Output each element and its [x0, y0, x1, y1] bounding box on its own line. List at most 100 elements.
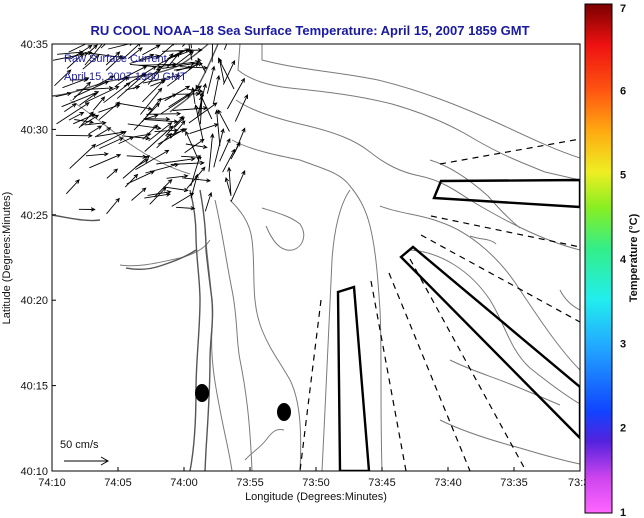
current-vector-arrow-icon [106, 197, 120, 215]
current-vector-arrow-icon [92, 96, 106, 111]
current-vector-arrow-icon [122, 44, 141, 60]
current-vector-arrow-icon [179, 65, 209, 70]
current-vector-arrow-icon [127, 123, 162, 131]
colorbar-tick-label: 7 [620, 3, 626, 15]
colorbar-ticks: 1 2 3 4 5 6 7 [620, 3, 627, 518]
current-vector-arrow-icon [154, 128, 179, 133]
current-vector-arrow-icon [88, 125, 103, 135]
current-vector-arrow-icon [185, 130, 200, 162]
current-vector-arrow-icon [69, 143, 97, 169]
current-vector-arrow-icon [147, 190, 172, 196]
current-vector-arrow-icon [143, 116, 171, 122]
current-vector-arrow-icon [166, 174, 189, 179]
station-marker [277, 403, 291, 421]
y-tick-label: 40:20 [20, 295, 48, 307]
colorbar-tick-label: 2 [620, 423, 626, 435]
current-vector-arrow-icon [84, 86, 120, 103]
x-tick-label: 73:40 [434, 477, 462, 489]
current-vector-arrow-icon [126, 154, 148, 159]
current-vector-arrow-icon [69, 77, 89, 82]
current-vector-arrow-icon [234, 94, 248, 122]
current-vector-arrow-icon [176, 206, 196, 211]
current-vector-arrow-icon [186, 166, 206, 189]
map-panel: Raw Surface Current April 15, 2007 1900 … [51, 43, 581, 472]
current-vector-arrow-icon [68, 44, 87, 53]
x-axis-label: Longitude (Degrees:Minutes) [245, 491, 387, 503]
current-vector-arrow-icon [94, 127, 112, 138]
current-vector-arrow-icon [173, 116, 185, 128]
current-vector-arrow-icon [150, 79, 166, 87]
surface-current-vectors [52, 44, 248, 215]
current-vector-arrow-icon [139, 53, 155, 61]
current-vector-arrow-icon [55, 133, 93, 138]
current-vector-arrow-icon [99, 137, 124, 150]
annotation-line-1: Raw Surface Current [64, 53, 167, 65]
colorbar-tick-label: 4 [620, 254, 627, 266]
current-vector-arrow-icon [160, 93, 178, 101]
study-area-outlines [336, 178, 580, 471]
current-vector-arrow-icon [149, 186, 167, 205]
current-vector-arrow-icon [84, 120, 107, 126]
current-vector-arrow-icon [68, 112, 85, 121]
current-vector-arrow-icon [56, 102, 90, 125]
current-vector-arrow-icon [108, 44, 133, 50]
colorbar-label: Temperature (°C) [628, 213, 640, 302]
x-tick-label: 74:00 [170, 477, 198, 489]
current-vector-arrow-icon [74, 119, 95, 124]
current-vector-arrow-icon [206, 65, 216, 94]
figure-title: RU COOL NOAA–18 Sea Surface Temperature:… [90, 23, 529, 38]
current-vector-arrow-icon [65, 179, 80, 195]
current-vector-arrow-icon [52, 51, 93, 61]
current-vector-arrow-icon [73, 113, 96, 125]
current-vector-arrow-icon [78, 111, 94, 129]
current-vector-arrow-icon [72, 81, 92, 101]
current-vector-arrow-icon [142, 73, 181, 84]
current-vector-arrow-icon [188, 102, 218, 124]
current-vector-arrow-icon [213, 128, 225, 168]
scale-arrow-icon [64, 456, 110, 466]
colorbar-tick-label: 1 [620, 507, 626, 518]
study-box-southeast [399, 245, 580, 440]
current-vector-arrow-icon [129, 54, 161, 64]
current-vector-arrow-icon [224, 177, 232, 197]
x-tick-label: 73:55 [236, 477, 264, 489]
current-vector-arrow-icon [66, 52, 85, 69]
y-tick-label: 40:15 [20, 381, 48, 393]
current-vector-arrow-icon [170, 160, 205, 166]
current-vector-arrow-icon [199, 95, 204, 116]
current-vector-arrow-icon [162, 47, 203, 53]
y-axis-ticks: 40:10 40:15 40:20 40:25 40:30 40:35 [20, 39, 56, 478]
current-vector-arrow-icon [82, 54, 100, 70]
current-vector-arrow-icon [164, 85, 191, 102]
current-vector-arrow-icon [184, 138, 205, 154]
current-vector-arrow-icon [156, 44, 177, 59]
current-vector-arrow-icon [211, 44, 213, 63]
study-box-south [336, 285, 371, 471]
current-vector-arrow-icon [121, 135, 151, 141]
current-vector-arrow-icon [84, 44, 98, 57]
current-vector-arrow-icon [89, 153, 122, 169]
x-tick-label: 74:05 [104, 477, 132, 489]
current-vector-arrow-icon [125, 85, 141, 91]
current-vector-arrow-icon [214, 109, 221, 146]
current-vector-arrow-icon [55, 91, 72, 98]
current-vector-arrow-icon [141, 97, 162, 123]
current-vector-arrow-icon [126, 170, 155, 185]
current-vector-arrow-icon [168, 85, 203, 108]
current-vector-arrow-icon [230, 170, 246, 202]
current-vector-arrow-icon [208, 133, 215, 172]
current-vector-arrow-icon [135, 149, 170, 170]
x-tick-label: 73:35 [500, 477, 528, 489]
x-tick-label: 73:45 [368, 477, 396, 489]
current-vector-arrow-icon [189, 123, 219, 135]
current-vector-arrow-icon [218, 57, 235, 90]
current-vector-arrow-icon [188, 44, 193, 61]
current-vector-arrow-icon [190, 173, 199, 199]
current-vector-arrow-icon [148, 122, 173, 142]
current-vector-arrow-icon [124, 173, 139, 188]
current-vector-arrow-icon [219, 137, 231, 162]
current-vector-arrow-icon [142, 44, 161, 56]
temperature-colorbar: 1 2 3 4 5 6 7 Temperature (°C) [584, 3, 640, 518]
current-vector-arrow-icon [140, 87, 163, 115]
